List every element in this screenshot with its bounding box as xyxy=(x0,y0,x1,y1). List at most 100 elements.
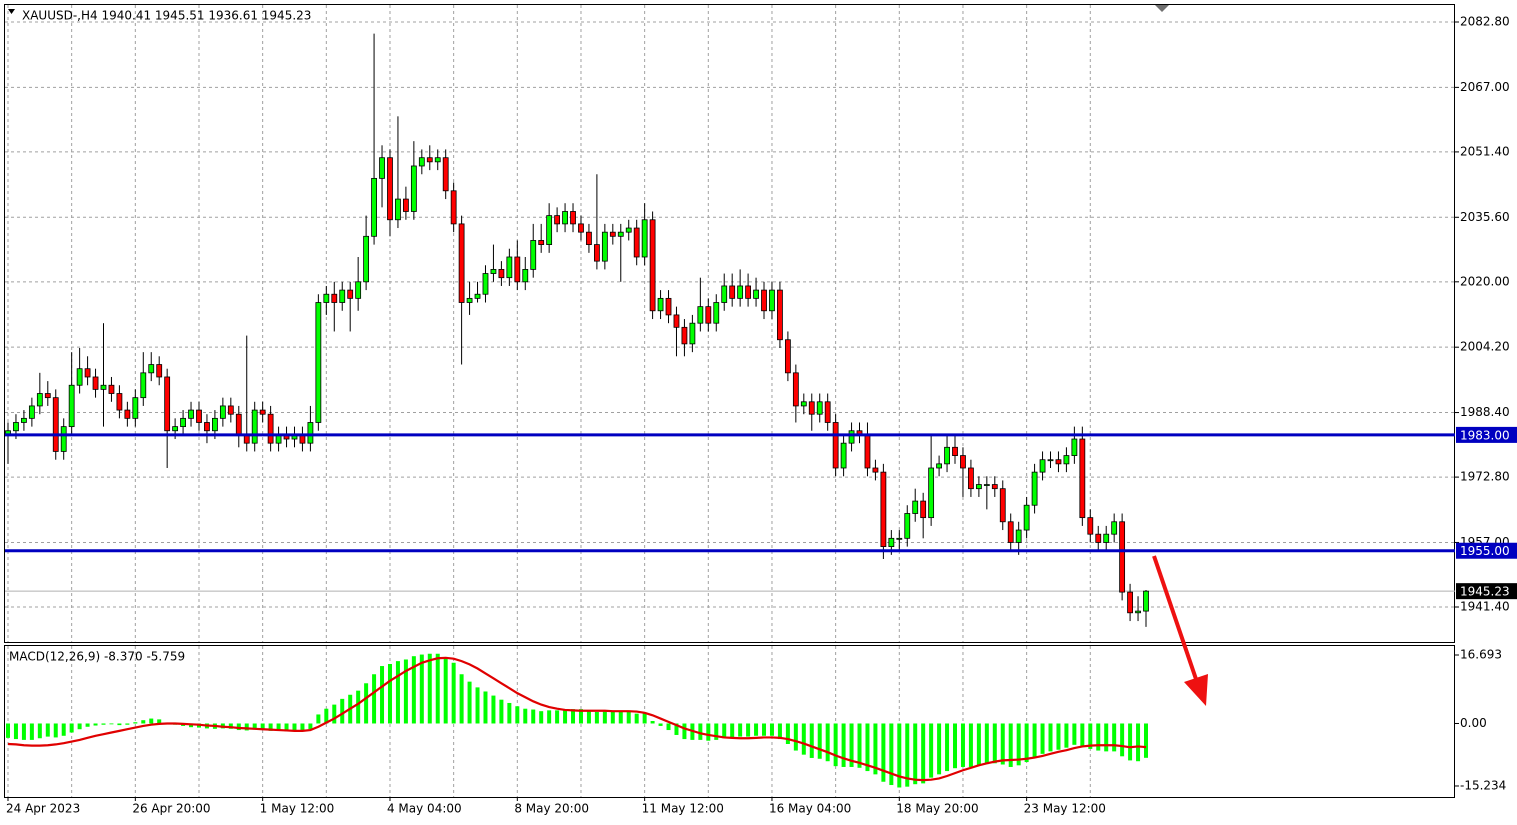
candle-body xyxy=(840,442,847,469)
candle-body xyxy=(235,413,242,436)
candle-body xyxy=(1047,459,1054,462)
macd-panel-frame xyxy=(4,645,1455,798)
candle-body xyxy=(586,231,592,245)
macd-bar xyxy=(1040,723,1045,754)
macd-bar xyxy=(260,723,265,730)
candle-body xyxy=(777,289,783,341)
macd-bar xyxy=(1096,723,1101,751)
candle-body xyxy=(466,297,473,303)
macd-bar xyxy=(499,699,504,724)
candle-body xyxy=(100,384,107,390)
y-tick-label: 1972.80 xyxy=(1460,470,1510,484)
macd-bar xyxy=(602,711,607,724)
x-tick-label: 8 May 20:00 xyxy=(514,802,589,816)
macd-bar xyxy=(594,711,599,724)
candle-body xyxy=(28,405,35,419)
macd-bar xyxy=(1064,723,1069,748)
macd-bar xyxy=(1104,723,1109,752)
macd-bar xyxy=(801,723,806,755)
macd-bar xyxy=(491,695,496,724)
candle-body xyxy=(1143,590,1149,612)
candle-body xyxy=(156,364,163,378)
macd-bar xyxy=(475,687,480,724)
candle-body xyxy=(689,322,696,345)
marks-layer xyxy=(5,33,1455,788)
candle-body xyxy=(1055,459,1062,465)
candle-body xyxy=(442,157,449,192)
candle-body xyxy=(522,269,529,283)
candle-body xyxy=(673,314,680,328)
labels-layer: 24 Apr 2023 26 Apr 20:00 1 May 12:00 4 May … xyxy=(6,15,1517,816)
candle-body xyxy=(593,244,600,262)
macd-bar xyxy=(658,723,663,726)
x-tick-label: 1 May 12:00 xyxy=(260,802,335,816)
candle-body xyxy=(649,219,656,312)
macd-bar xyxy=(578,709,583,724)
macd-bar xyxy=(968,723,973,767)
macd-bar xyxy=(547,710,552,724)
macd-bar xyxy=(61,723,66,736)
macd-bar xyxy=(873,723,878,775)
macd-bar xyxy=(945,723,950,772)
candle-body xyxy=(912,500,919,514)
candle-body xyxy=(737,285,744,299)
candle-body xyxy=(808,401,815,415)
candle-body xyxy=(1087,517,1094,535)
macd-bar xyxy=(435,653,440,724)
macd-bar xyxy=(284,723,289,732)
macd-bar xyxy=(1024,723,1029,763)
candle-body xyxy=(920,500,927,519)
candle-body xyxy=(84,368,91,378)
macd-bar xyxy=(841,723,846,767)
macd-bar xyxy=(507,702,512,724)
menu-triangle[interactable] xyxy=(8,9,15,14)
macd-bar xyxy=(905,723,910,787)
macd-bar xyxy=(953,723,958,769)
macd-bar xyxy=(308,723,313,730)
macd-bar xyxy=(372,674,377,724)
macd-bar xyxy=(141,720,146,724)
x-tick-label: 23 May 12:00 xyxy=(1024,802,1106,816)
macd-bar xyxy=(77,723,82,730)
candle-body xyxy=(968,467,974,490)
macd-bar xyxy=(1048,723,1053,752)
macd-bar xyxy=(706,723,711,741)
macd-bar xyxy=(937,723,942,775)
macd-bar xyxy=(682,723,687,740)
macd-bar xyxy=(395,661,400,724)
candle-body xyxy=(1023,504,1030,531)
x-tick-label: 16 May 04:00 xyxy=(769,802,851,816)
candle-body xyxy=(609,231,616,237)
candle-body xyxy=(665,297,672,316)
candle-body xyxy=(601,231,608,262)
macd-bar xyxy=(316,714,321,724)
candle-body xyxy=(44,393,51,399)
candle-body xyxy=(1103,533,1110,543)
macd-bar xyxy=(21,723,26,740)
candle-body xyxy=(745,285,751,299)
candle-body xyxy=(212,417,218,432)
macd-bar xyxy=(857,723,862,768)
macd-bar xyxy=(101,723,106,725)
macd-bar xyxy=(754,723,759,736)
macd-bar xyxy=(364,683,369,724)
macd-bar xyxy=(586,710,591,724)
macd-bar xyxy=(53,723,58,738)
candle-body xyxy=(896,537,903,540)
macd-bar xyxy=(125,723,130,725)
macd-bar xyxy=(833,723,838,767)
macd-bar xyxy=(117,723,122,726)
candle-body xyxy=(418,157,425,167)
candle-body xyxy=(148,364,155,374)
arrow-shaft xyxy=(1152,555,1199,683)
candle-body xyxy=(713,302,720,324)
y-tick-label: 16.693 xyxy=(1460,647,1502,661)
y-tick-label: 0.00 xyxy=(1460,716,1487,730)
macd-bar xyxy=(236,723,241,731)
macd-bar xyxy=(109,723,114,725)
macd-title: MACD(12,26,9) -8.370 -5.759 xyxy=(9,650,185,664)
candle-body xyxy=(769,289,775,312)
candle-body xyxy=(363,235,370,283)
macd-bar xyxy=(411,656,416,724)
